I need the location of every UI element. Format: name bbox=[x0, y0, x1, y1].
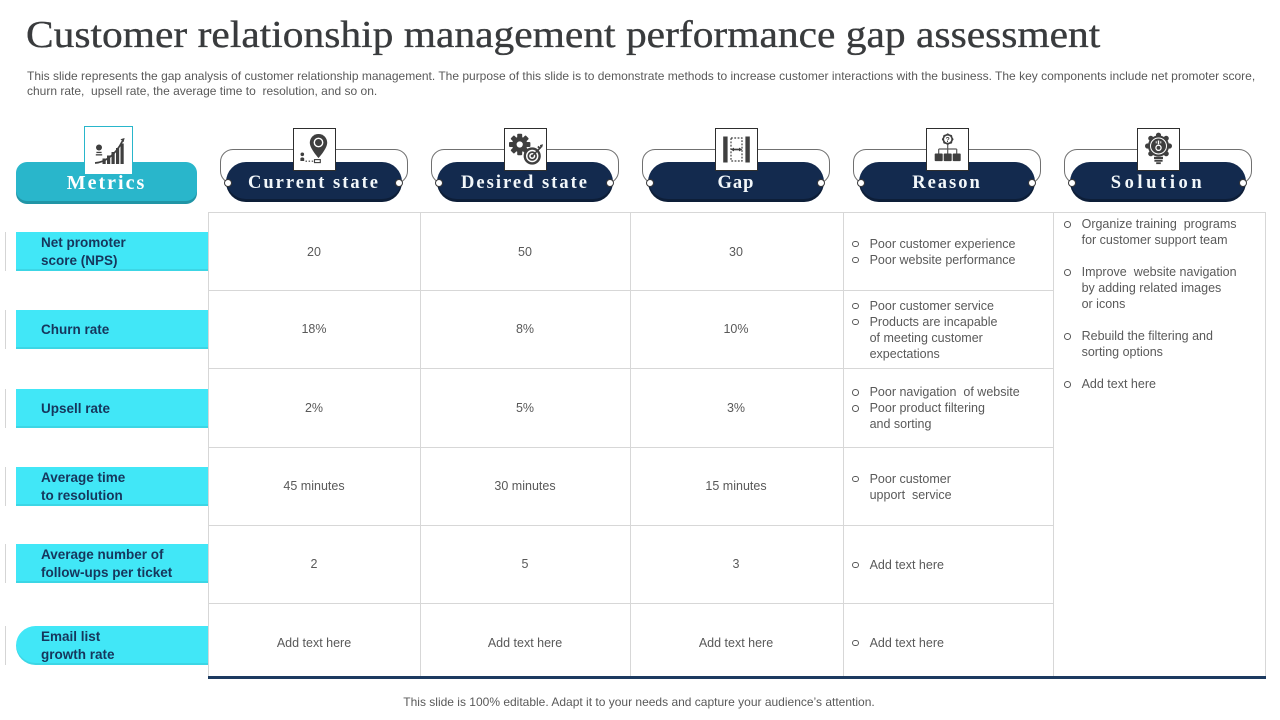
svg-text:?: ? bbox=[945, 137, 949, 144]
